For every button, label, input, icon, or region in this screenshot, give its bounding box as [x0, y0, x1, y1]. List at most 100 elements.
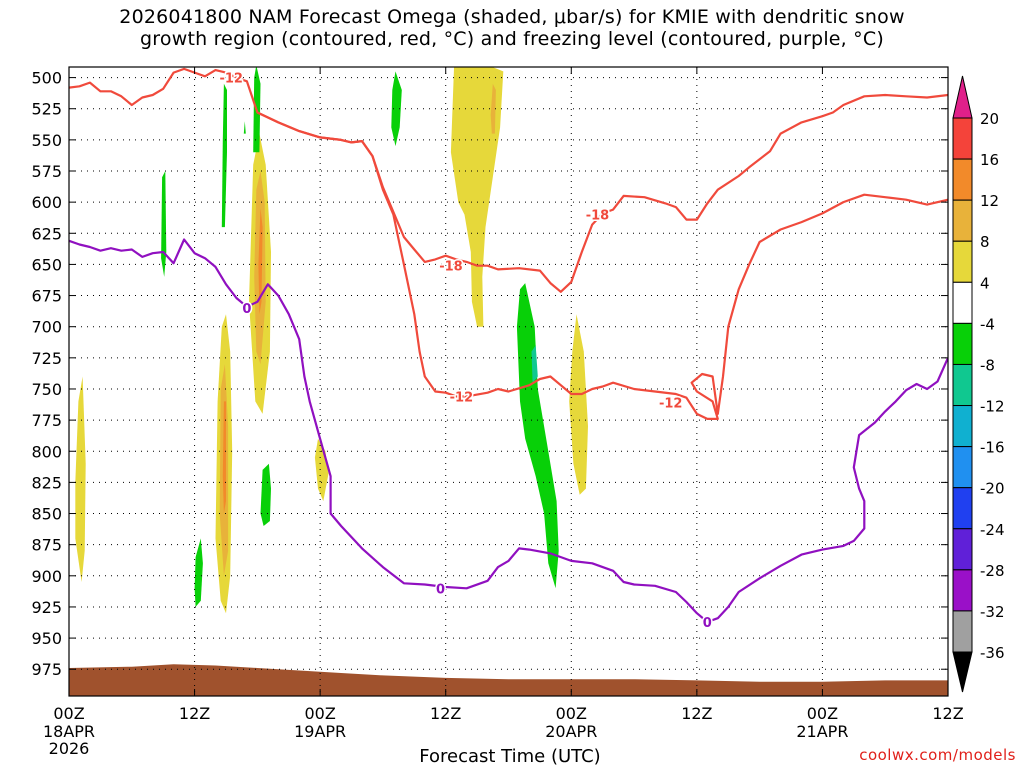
x-tick-date-0: 18APR: [43, 722, 95, 741]
y-tick-label-750: 750: [31, 380, 62, 399]
colorbar-label-1: 16: [980, 151, 999, 169]
y-tick-label-925: 925: [31, 598, 62, 617]
contour-dendritic-growth-upper: [69, 67, 948, 293]
x-tick-date-4: 20APR: [545, 722, 597, 741]
colorbar-segment-6: [952, 363, 973, 407]
colorbar: 20 16 12 8 4 -4 -8 -12 -16 -20 -24 -28 -32 -36: [952, 75, 1005, 693]
omega-region-15: [260, 463, 271, 526]
colorbar-label-4: 4: [980, 274, 990, 292]
omega-region-19: [531, 345, 538, 383]
colorbar-label-7: -12: [980, 398, 1005, 416]
y-axis: 500 525 550 575 600 625 650 675 700 725 750 775 800 8…: [31, 69, 948, 679]
colorbar-label-3: 8: [980, 233, 990, 251]
x-tick-label-7: 12Z: [932, 704, 963, 723]
contour-label-7: 0: [703, 616, 712, 631]
omega-region-10: [569, 314, 588, 495]
omega-region-12: [221, 83, 227, 228]
y-tick-label-600: 600: [31, 193, 62, 212]
x-tick-label-2: 00Z: [304, 704, 335, 723]
colorbar-segment-1: [952, 158, 973, 201]
y-tick-label-850: 850: [31, 505, 62, 524]
colorbar-label-0: 20: [980, 110, 999, 128]
y-tick-label-700: 700: [31, 318, 62, 337]
colorbar-label-13: -36: [980, 644, 1005, 662]
omega-shading-layer: [75, 67, 588, 614]
contour-layer: [69, 67, 948, 624]
chart-title-line-1: 2026041800 NAM Forecast Omega (shaded, μ…: [119, 6, 905, 28]
omega-region-17: [391, 71, 402, 147]
y-tick-label-950: 950: [31, 629, 62, 648]
colorbar-top-arrow: [952, 75, 973, 119]
y-tick-label-500: 500: [31, 69, 62, 88]
x-axis-label: Forecast Time (UTC): [419, 746, 601, 767]
contour-label-layer: -12 -18 -18 -12 -12 0 0 0: [218, 70, 713, 632]
x-tick-label-5: 12Z: [681, 704, 712, 723]
y-tick-label-875: 875: [31, 536, 62, 555]
contour-label-1: -18: [586, 209, 610, 224]
colorbar-segment-12: [952, 610, 973, 653]
colorbar-segment-0: [952, 117, 973, 160]
x-tick-label-1: 12Z: [179, 704, 210, 723]
x-tick-label-4: 00Z: [556, 704, 587, 723]
contour-label-5: 0: [242, 302, 251, 317]
y-tick-label-550: 550: [31, 131, 62, 150]
terrain-layer: [69, 664, 948, 696]
y-tick-label-650: 650: [31, 255, 62, 274]
y-tick-label-525: 525: [31, 100, 62, 119]
contour-dendritic-growth-lower: [256, 111, 948, 420]
y-tick-label-900: 900: [31, 567, 62, 586]
grid-layer: [69, 67, 948, 696]
x-tick-date-6: 21APR: [796, 722, 848, 741]
omega-region-0: [75, 376, 86, 582]
contour-label-3: -12: [450, 390, 474, 405]
colorbar-label-2: 12: [980, 192, 999, 210]
y-tick-label-975: 975: [31, 660, 62, 679]
colorbar-label-12: -32: [980, 603, 1005, 621]
x-tick-label-0: 00Z: [53, 704, 84, 723]
terrain-fill: [69, 664, 948, 696]
colorbar-bottom-arrow: [952, 651, 973, 693]
plot-frame: [68, 66, 949, 697]
colorbar-segment-8: [952, 446, 973, 489]
x-tick-label-3: 12Z: [430, 704, 461, 723]
colorbar-segment-11: [952, 569, 973, 612]
colorbar-label-8: -16: [980, 439, 1005, 457]
omega-region-9: [490, 83, 496, 134]
x-tick-label-6: 00Z: [807, 704, 838, 723]
y-tick-label-625: 625: [31, 224, 62, 243]
colorbar-label-10: -24: [980, 521, 1005, 539]
chart-title: 2026041800 NAM Forecast Omega (shaded, μ…: [0, 6, 1024, 50]
colorbar-segment-3: [952, 240, 973, 283]
colorbar-segment-10: [952, 528, 973, 571]
omega-region-16: [194, 538, 203, 607]
y-tick-label-725: 725: [31, 349, 62, 368]
colorbar-label-5: -4: [980, 315, 995, 333]
contour-label-6: 0: [436, 582, 445, 597]
y-tick-label-675: 675: [31, 287, 62, 306]
colorbar-segment-7: [952, 405, 973, 448]
omega-region-8: [450, 67, 504, 327]
contour-label-0: -12: [219, 72, 243, 87]
colorbar-segment-9: [952, 487, 973, 530]
omega-region-13: [243, 121, 246, 134]
colorbar-label-11: -28: [980, 562, 1005, 580]
y-tick-label-775: 775: [31, 411, 62, 430]
omega-region-14: [161, 171, 167, 277]
colorbar-segment-4: [952, 281, 973, 324]
y-tick-label-575: 575: [31, 162, 62, 181]
credit-text: coolwx.com/models: [859, 746, 1016, 764]
y-tick-label-800: 800: [31, 442, 62, 461]
x-tick-date-2: 19APR: [294, 722, 346, 741]
colorbar-label-6: -8: [980, 356, 995, 374]
x-tick-year-0: 2026: [49, 739, 90, 758]
omega-region-3: [222, 401, 226, 514]
contour-label-4: -12: [659, 397, 683, 412]
colorbar-segment-2: [952, 199, 973, 242]
omega-region-18: [516, 283, 559, 589]
omega-region-6: [258, 208, 263, 315]
contour-freezing-level: [69, 238, 948, 624]
colorbar-segment-5: [952, 322, 973, 365]
colorbar-label-9: -20: [980, 480, 1005, 498]
